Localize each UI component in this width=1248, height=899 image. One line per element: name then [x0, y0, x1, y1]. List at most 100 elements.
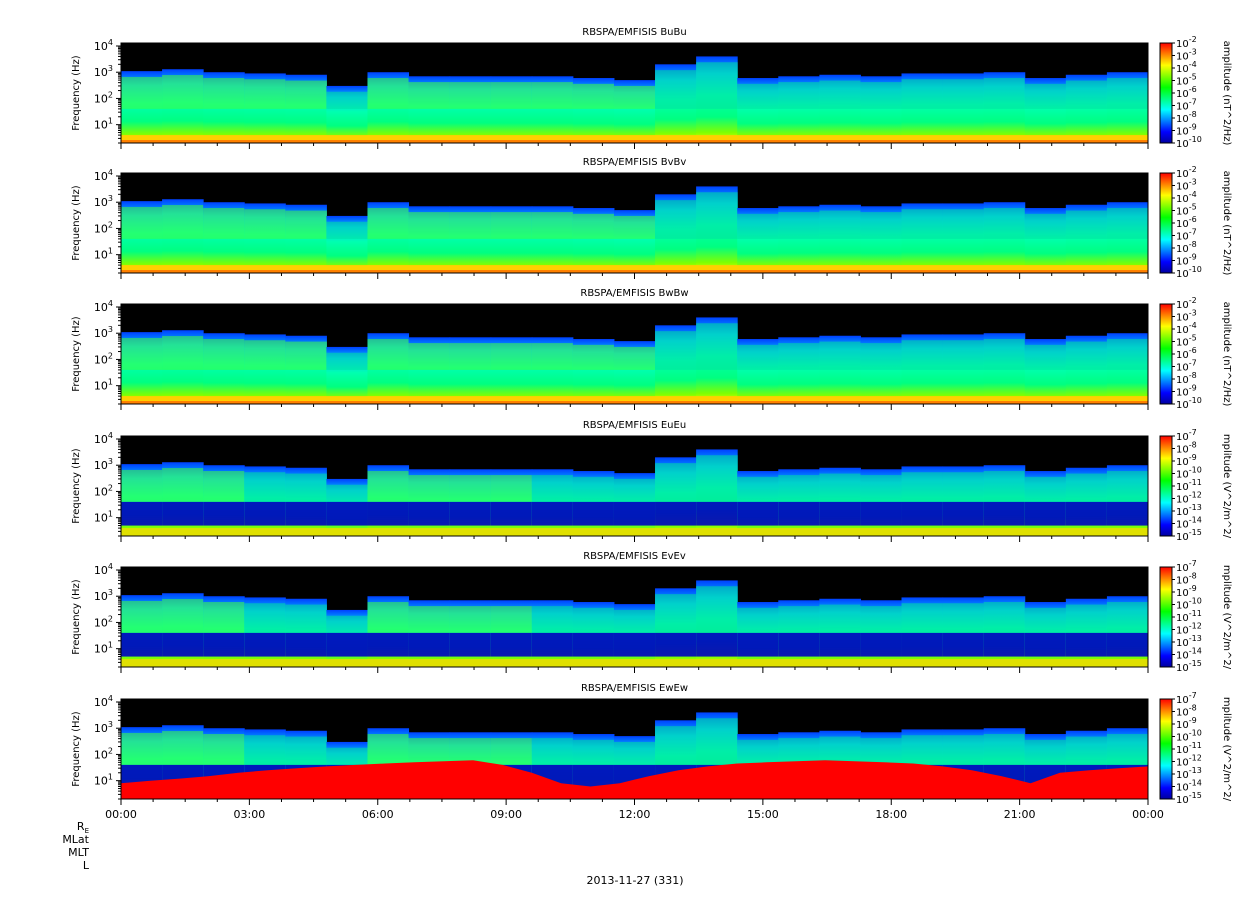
colorbar-tick-label: 10-11: [1176, 741, 1202, 756]
signal-band: [203, 471, 245, 502]
colorbar-tick-label: 10-10: [1176, 135, 1202, 150]
colorbar-tick-label: 10-2: [1176, 35, 1197, 50]
signal-band: [860, 738, 903, 765]
signal-band: [531, 343, 574, 370]
colorbar: [1159, 42, 1173, 144]
x-tick-label: 15:00: [747, 808, 779, 821]
y-tick-label: 104: [94, 562, 113, 577]
signal-band: [860, 82, 903, 109]
colorbar-tick-label: 10-12: [1176, 491, 1202, 506]
y-tick-label: 101: [94, 117, 113, 132]
floor-band: [121, 396, 1148, 404]
low-freq-region: [983, 501, 1026, 526]
low-freq-region: [285, 501, 327, 526]
signal-band: [778, 606, 820, 633]
signal-band: [326, 615, 368, 633]
colorbar-tick-label: 10-4: [1176, 60, 1197, 75]
signal-band: [367, 471, 410, 502]
colorbar-tick-label: 10-11: [1176, 609, 1202, 624]
floor-band-strong: [121, 270, 1148, 273]
low-freq-region: [244, 501, 286, 526]
low-freq-region: [819, 501, 861, 526]
colorbar-tick-label: 10-9: [1176, 584, 1197, 599]
signal-band: [490, 738, 533, 765]
low-freq-region: [490, 501, 533, 526]
signal-band: [983, 734, 1026, 765]
signal-band: [942, 209, 985, 239]
signal-band: [408, 606, 451, 633]
x-tick-label: 21:00: [1004, 808, 1036, 821]
colorbar-tick-label: 10-6: [1176, 346, 1197, 361]
low-freq-region: [737, 632, 779, 657]
signal-band: [244, 79, 286, 109]
low-freq-region: [860, 501, 903, 526]
colorbar-label: amplitude (nT^2/Hz): [1221, 171, 1232, 276]
signal-band: [1065, 473, 1108, 502]
signal-band: [285, 80, 327, 109]
low-freq-region: [655, 632, 697, 657]
colorbar-tick-label: 10-10: [1176, 265, 1202, 280]
signal-band: [901, 472, 944, 502]
y-tick-label: 103: [94, 64, 113, 79]
signal-band: [1024, 344, 1067, 370]
colorbar-tick-label: 10-11: [1176, 478, 1202, 493]
signal-band: [531, 738, 574, 765]
low-freq-region: [572, 632, 615, 657]
signal-band: [696, 718, 738, 765]
floor-band: [121, 265, 1148, 273]
panel-title: RBSPA/EMFISIS EvEv: [583, 551, 686, 562]
colorbar-tick-label: 10-2: [1176, 165, 1197, 180]
footer-l-label: L: [82, 859, 89, 872]
low-freq-region: [901, 632, 944, 657]
colorbar-tick-label: 10-5: [1176, 203, 1197, 218]
signal-band: [326, 91, 368, 109]
low-freq-region: [408, 501, 451, 526]
x-tick-label: 06:00: [362, 808, 394, 821]
y-tick-label: 103: [94, 194, 113, 209]
y-tick-label: 102: [94, 351, 113, 366]
signal-band: [367, 78, 410, 109]
colorbar-tick-label: 10-13: [1176, 634, 1202, 649]
signal-band: [531, 212, 574, 239]
signal-band: [901, 735, 944, 765]
signal-band: [901, 340, 944, 370]
signal-band: [367, 602, 410, 633]
signal-band: [860, 343, 903, 370]
signal-band: [613, 741, 656, 765]
signal-band: [162, 75, 204, 109]
signal-band: [449, 82, 492, 109]
colorbar-tick-label: 10-15: [1176, 528, 1202, 543]
signal-band: [326, 352, 368, 370]
signal-band: [613, 478, 656, 502]
signal-band: [285, 604, 327, 633]
signal-band: [203, 208, 245, 239]
low-freq-region: [531, 632, 574, 657]
signal-band: [162, 468, 204, 502]
colorbar-label: amplitude (nT^2/Hz): [1221, 41, 1232, 146]
signal-band: [778, 212, 820, 239]
low-freq-region: [162, 501, 204, 526]
low-freq-region: [901, 501, 944, 526]
y-tick-label: 101: [94, 641, 113, 656]
y-tick-label: 102: [94, 614, 113, 629]
low-freq-region: [1024, 632, 1067, 657]
colorbar-tick-label: 10-9: [1176, 716, 1197, 731]
colorbar-label: amplitude (nT^2/Hz): [1221, 302, 1232, 407]
colorbar-tick-label: 10-7: [1176, 98, 1197, 113]
y-axis-label: Frequency (Hz): [71, 448, 82, 524]
signal-band: [613, 85, 656, 109]
y-tick-label: 102: [94, 220, 113, 235]
colorbar-tick-label: 10-3: [1176, 178, 1197, 193]
signal-band: [490, 212, 533, 239]
signal-band: [203, 78, 245, 109]
signal-band: [121, 206, 163, 239]
low-freq-region: [449, 501, 492, 526]
signal-band: [1106, 208, 1149, 239]
date-label: 2013-11-27 (331): [586, 874, 684, 887]
y-tick-label: 101: [94, 247, 113, 262]
signal-band: [531, 606, 574, 633]
colorbar-tick-label: 10-10: [1176, 729, 1202, 744]
colorbar-tick-label: 10-12: [1176, 754, 1202, 769]
low-freq-region: [203, 632, 245, 657]
signal-band: [244, 209, 286, 239]
